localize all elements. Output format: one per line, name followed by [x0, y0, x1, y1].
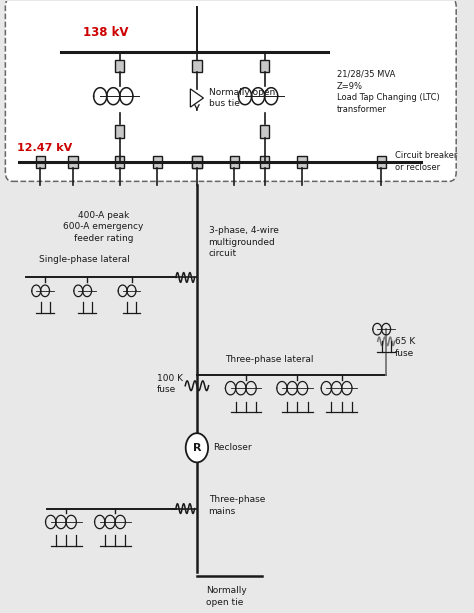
Bar: [115, 156, 125, 168]
Bar: [115, 126, 125, 137]
Bar: [115, 59, 125, 72]
Bar: [297, 156, 307, 168]
Bar: [153, 156, 162, 168]
Text: Normally
open tie: Normally open tie: [206, 587, 247, 607]
Text: 21/28/35 MVA
Z=9%
Load Tap Changing (LTC)
transformer: 21/28/35 MVA Z=9% Load Tap Changing (LTC…: [337, 70, 440, 114]
Text: 138 kV: 138 kV: [83, 26, 128, 39]
Bar: [68, 156, 78, 168]
Text: 100 K
fuse: 100 K fuse: [157, 373, 183, 394]
Text: 12.47 kV: 12.47 kV: [17, 143, 73, 153]
Bar: [229, 156, 239, 168]
Bar: [377, 156, 386, 168]
Bar: [192, 59, 201, 72]
Text: 3-phase, 4-wire
multigrounded
circuit: 3-phase, 4-wire multigrounded circuit: [209, 226, 278, 258]
Bar: [260, 156, 269, 168]
Circle shape: [186, 433, 208, 462]
Bar: [260, 59, 269, 72]
Text: 400-A peak
600-A emergency
feeder rating: 400-A peak 600-A emergency feeder rating: [64, 210, 144, 243]
Text: Circuit breaker
or recloser: Circuit breaker or recloser: [395, 151, 458, 172]
Text: Three-phase
mains: Three-phase mains: [209, 495, 265, 516]
Bar: [36, 156, 45, 168]
Text: R: R: [192, 443, 201, 453]
FancyBboxPatch shape: [5, 0, 456, 181]
Text: Three-phase lateral: Three-phase lateral: [225, 355, 313, 364]
Text: Single-phase lateral: Single-phase lateral: [39, 255, 130, 264]
Bar: [192, 156, 201, 168]
Text: Recloser: Recloser: [213, 443, 251, 452]
Text: Normally open
bus tie: Normally open bus tie: [209, 88, 275, 109]
Text: 65 K
fuse: 65 K fuse: [394, 337, 415, 358]
Bar: [192, 156, 201, 168]
Bar: [260, 126, 269, 137]
